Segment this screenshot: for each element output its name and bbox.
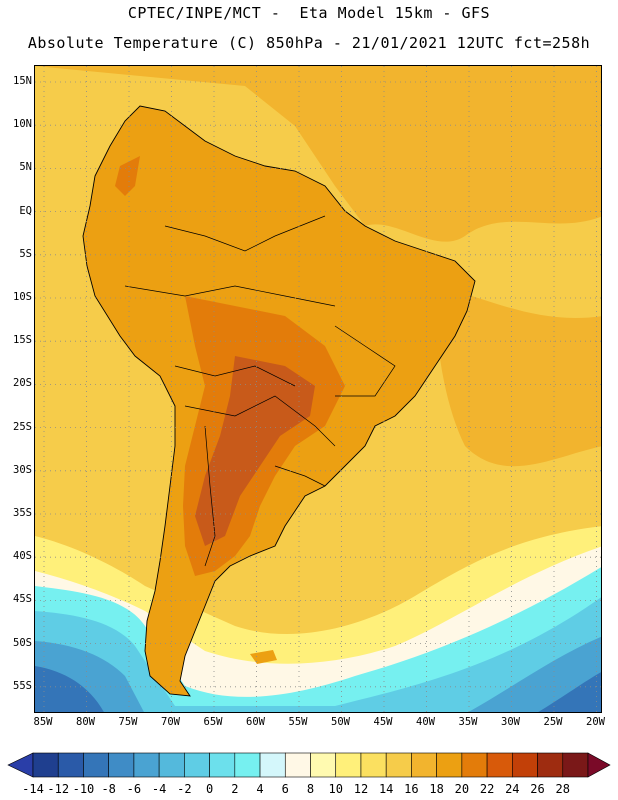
colorbar-bin [562,752,589,778]
colorbar-label: 24 [505,782,520,796]
lat-lon-grid [35,66,601,712]
ocean-tropical-north [35,66,601,242]
colorbar-bin [360,752,387,778]
colorbar-bin [461,752,488,778]
colorbar-bin [436,752,463,778]
colorbar-label: -6 [126,782,142,796]
lat-label: 5S [19,247,32,260]
falklands [250,650,277,664]
lon-label: 65W [203,716,223,728]
lon-label: 40W [416,716,435,728]
lat-label: 50S [13,636,32,649]
lon-label: 20W [586,716,605,728]
lat-label: 20S [13,377,32,390]
lon-label: 80W [76,716,95,728]
colorbar-bin [184,752,210,778]
lat-label: 25S [13,420,32,433]
colorbar-bin [512,752,538,778]
colorbar-label: -12 [47,782,70,796]
colorbar-label: 10 [328,782,343,796]
map-svg [35,66,601,712]
colorbar-label: -8 [101,782,116,796]
lat-label: 30S [13,463,32,476]
lon-label: 35W [458,716,478,728]
lon-label: 50W [331,716,350,728]
colorbar-low-arrow [7,752,34,778]
lat-label: 40S [13,550,32,563]
lat-label: 15S [13,334,32,347]
colorbar-label: 0 [205,782,214,796]
colorbar-bin [537,752,564,778]
colorbar-label: 12 [353,782,369,796]
chart-title-line1: CPTEC/INPE/MCT - Eta Model 15km - GFS [127,4,491,22]
colorbar-bin [284,752,311,778]
cold-band-4 [35,666,601,712]
colorbar-bin [411,752,437,778]
colorbar-bin [83,752,109,778]
hot-spot-north [115,156,140,196]
colorbar-bin [57,752,84,778]
colorbar-label: 2 [231,782,239,796]
lon-label: 25W [543,716,563,728]
lon-label: 55W [288,716,308,728]
colorbar-label: 18 [429,782,444,796]
lat-label: 15N [13,75,32,87]
colorbar-bin [385,752,412,778]
colorbar-label: -2 [177,782,192,796]
colorbar-bin [259,752,286,778]
lon-label: 60W [246,716,265,728]
colorbar-bin [335,752,362,778]
ocean-warm-east [435,286,601,467]
cold-band-2 [35,597,601,712]
colorbar-label: 26 [530,782,545,796]
lat-label: 55S [13,679,32,692]
colorbar-bin [234,752,261,778]
colorbar-label: 14 [378,782,394,796]
lat-label: 45S [13,593,32,606]
lat-label: 10N [13,118,32,131]
colorbar-high-arrow [587,752,611,778]
colorbar-label: 16 [404,782,419,796]
lon-label: 75W [118,716,138,728]
colorbar-label: 4 [256,782,264,796]
colorbar-label: 8 [306,782,315,796]
lat-label: 35S [13,507,32,519]
lon-label: 30W [501,716,520,728]
colorbar-bin [209,752,236,778]
colorbar-label: 20 [454,782,470,796]
colorbar [7,752,611,778]
colorbar-label: -14 [22,782,44,796]
lon-label: 45W [373,716,393,728]
colorbar-label: -10 [72,782,95,796]
country-borders [124,215,396,567]
colorbar-bin [310,752,337,778]
colorbar-label: -4 [151,782,167,796]
colorbar-bin [133,752,160,778]
colorbar-label: 6 [281,782,289,796]
lat-label: EQ [19,204,32,217]
lat-label: 5N [19,161,32,174]
chart-title-line2: Absolute Temperature (C) 850hPa - 21/01/… [27,34,591,52]
temperature-map [34,65,602,713]
colorbar-bin [32,752,59,778]
lon-label: 85W [33,716,53,728]
colorbar-bin [108,752,135,778]
colorbar-label: 22 [479,782,495,796]
coastline [82,105,476,697]
lon-label: 70W [161,716,180,728]
colorbar-bin [158,752,185,778]
colorbar-label: 28 [555,782,570,796]
lat-label: 10S [13,291,32,303]
colorbar-bin [486,752,513,778]
